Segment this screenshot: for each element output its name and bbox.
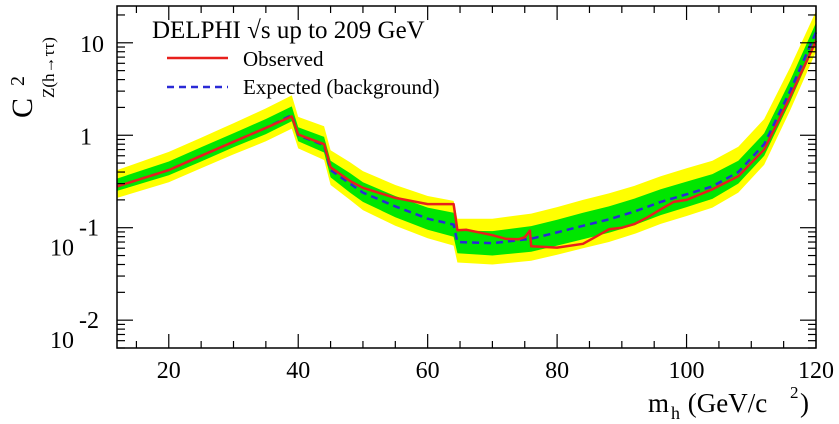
y-axis-label-sup: 2 — [7, 76, 29, 86]
y-tick-label-base: 10 — [50, 236, 74, 262]
x-tick-label: 40 — [286, 358, 310, 384]
y-tick-label-base: 10 — [50, 328, 74, 354]
legend: Observed Expected (background) — [167, 47, 440, 99]
band-2sigma — [117, 11, 816, 265]
y-tick-label: 10 — [80, 32, 104, 58]
x-axis-label-unit-close: ) — [800, 388, 809, 418]
x-tick-label: 100 — [669, 358, 705, 384]
chart-title: DELPHI √s up to 209 GeV — [152, 17, 425, 44]
x-tick-label: 120 — [798, 358, 834, 384]
x-axis-label-unit-open: (GeV/c — [681, 388, 767, 418]
legend-label-observed: Observed — [243, 47, 324, 71]
limit-lines — [116, 31, 818, 249]
band-1sigma — [117, 22, 816, 256]
series-line-observed — [116, 40, 818, 249]
x-axis-label: m h (GeV/c 2 ) — [648, 383, 809, 423]
x-axis-label-unit-sup: 2 — [790, 383, 799, 402]
x-tick-label: 60 — [416, 358, 440, 384]
x-tick-label: 20 — [157, 358, 181, 384]
limit-bands — [117, 11, 816, 265]
y-tick-label-exp: -2 — [79, 308, 99, 334]
y-axis-label-sub: Z(h→ττ) — [39, 37, 58, 98]
y-tick-label: 1 — [80, 124, 92, 150]
y-axis-label: C 2 Z(h→ττ) — [6, 37, 58, 118]
legend-label-expected: Expected (background) — [243, 75, 440, 99]
x-axis-label-main: m — [648, 388, 669, 418]
y-tick-label-exp: -1 — [79, 216, 99, 242]
axis-ticks — [117, 6, 817, 349]
y-axis-label-main: C — [6, 98, 39, 118]
x-axis-label-sub: h — [671, 403, 680, 423]
x-tick-label: 80 — [545, 358, 569, 384]
plot-frame — [116, 5, 817, 349]
